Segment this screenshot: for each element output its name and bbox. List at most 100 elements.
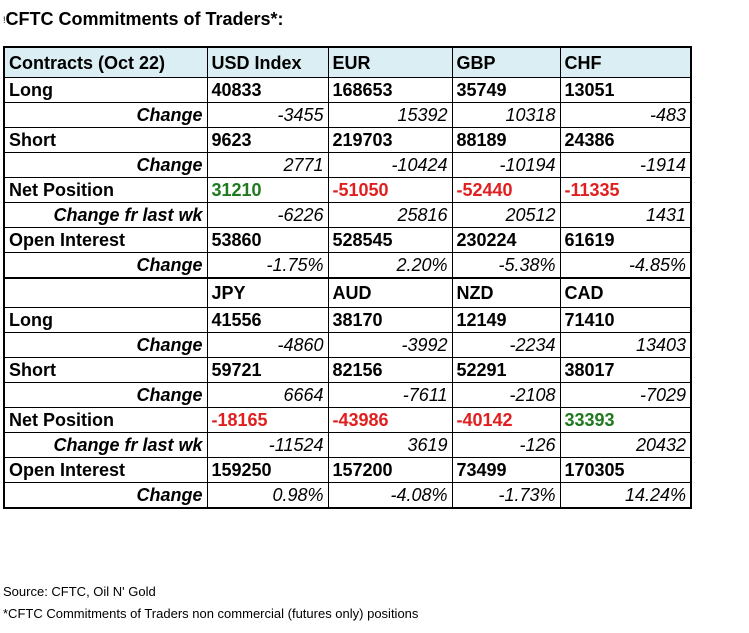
table-row-short: Short 59721 82156 52291 38017 (3, 357, 692, 383)
table-row-long: Long 40833 168653 35749 13051 (3, 77, 692, 103)
table-row-open-interest: Open Interest 53860 528545 230224 61619 (3, 227, 692, 253)
header-cell: CHF (559, 46, 692, 78)
row-label: Change (3, 382, 208, 408)
table-cell: -7029 (559, 382, 692, 408)
row-label: Net Position (3, 407, 208, 433)
table-cell: 15392 (327, 102, 453, 128)
table-cell: -126 (451, 432, 561, 458)
table-cell: -10194 (451, 152, 561, 178)
table-cell: -3992 (327, 332, 453, 358)
table-cell: -2108 (451, 382, 561, 408)
table-row-net-change: Change fr last wk -6226 25816 20512 1431 (3, 202, 692, 228)
title-text: CFTC Commitments of Traders*: (5, 9, 284, 29)
row-label: Open Interest (3, 227, 208, 253)
table-cell: 20432 (559, 432, 692, 458)
table-cell: 82156 (327, 357, 453, 383)
table-cell: 53860 (206, 227, 329, 253)
page-title: !CFTC Commitments of Traders*: (3, 9, 284, 30)
table-cell: 59721 (206, 357, 329, 383)
table-row-open-interest: Open Interest 159250 157200 73499 170305 (3, 457, 692, 483)
table-row-net-change: Change fr last wk -11524 3619 -126 20432 (3, 432, 692, 458)
table-cell: 38017 (559, 357, 692, 383)
table-cell: 40833 (206, 77, 329, 103)
row-label: Long (3, 307, 208, 333)
table-cell: 33393 (559, 407, 692, 433)
table-cell: -43986 (327, 407, 453, 433)
table-row-oi-change: Change -1.75% 2.20% -5.38% -4.85% (3, 252, 692, 279)
source-note: Source: CFTC, Oil N' Gold (3, 584, 156, 599)
header-cell: JPY (206, 277, 329, 308)
row-label: Net Position (3, 177, 208, 203)
table-row-net-position: Net Position 31210 -51050 -52440 -11335 (3, 177, 692, 203)
table-cell: -1.75% (206, 252, 329, 279)
table-cell: -483 (559, 102, 692, 128)
table-cell: 13403 (559, 332, 692, 358)
table-cell: -5.38% (451, 252, 561, 279)
table-cell: 168653 (327, 77, 453, 103)
table-cell: -1914 (559, 152, 692, 178)
table-cell: 157200 (327, 457, 453, 483)
table-cell: 219703 (327, 127, 453, 153)
table-row-long-change: Change -3455 15392 10318 -483 (3, 102, 692, 128)
table-cell: 14.24% (559, 482, 692, 509)
table-cell: -4860 (206, 332, 329, 358)
table-cell: -52440 (451, 177, 561, 203)
table-cell: 31210 (206, 177, 329, 203)
header-cell: AUD (327, 277, 453, 308)
table-cell: -4.08% (327, 482, 453, 509)
row-label: Open Interest (3, 457, 208, 483)
table-cell: 52291 (451, 357, 561, 383)
row-label: Change (3, 252, 208, 279)
table-cell: 10318 (451, 102, 561, 128)
table-row-net-position: Net Position -18165 -43986 -40142 33393 (3, 407, 692, 433)
table-cell: 6664 (206, 382, 329, 408)
table-row-short-change: Change 6664 -7611 -2108 -7029 (3, 382, 692, 408)
table-cell: 2771 (206, 152, 329, 178)
table-cell: 24386 (559, 127, 692, 153)
title-marker: ! (3, 15, 6, 25)
table-row-long: Long 41556 38170 12149 71410 (3, 307, 692, 333)
table-cell: -2234 (451, 332, 561, 358)
table-cell: 159250 (206, 457, 329, 483)
table-row-long-change: Change -4860 -3992 -2234 13403 (3, 332, 692, 358)
table-cell: 20512 (451, 202, 561, 228)
table-cell: -3455 (206, 102, 329, 128)
row-label: Short (3, 357, 208, 383)
header-cell: GBP (451, 46, 561, 78)
table-cell: 0.98% (206, 482, 329, 509)
table-cell: 170305 (559, 457, 692, 483)
table-cell: -11335 (559, 177, 692, 203)
header-cell: Contracts (Oct 22) (3, 46, 208, 78)
header-cell: CAD (559, 277, 692, 308)
table-cell: -1.73% (451, 482, 561, 509)
table-row-oi-change: Change 0.98% -4.08% -1.73% 14.24% (3, 482, 692, 509)
row-label: Change (3, 332, 208, 358)
row-label: Change (3, 102, 208, 128)
table-cell: -40142 (451, 407, 561, 433)
table-cell: 25816 (327, 202, 453, 228)
table-header-row: Contracts (Oct 22) USD Index EUR GBP CHF (3, 46, 692, 78)
row-label: Change (3, 152, 208, 178)
cot-table: Contracts (Oct 22) USD Index EUR GBP CHF… (3, 46, 692, 509)
table-header-row: JPY AUD NZD CAD (3, 277, 692, 308)
header-cell (3, 277, 208, 308)
row-label: Long (3, 77, 208, 103)
table-cell: 73499 (451, 457, 561, 483)
table-row-short: Short 9623 219703 88189 24386 (3, 127, 692, 153)
row-label: Change fr last wk (3, 432, 208, 458)
table-cell: 88189 (451, 127, 561, 153)
table-cell: 528545 (327, 227, 453, 253)
table-cell: 3619 (327, 432, 453, 458)
table-cell: -6226 (206, 202, 329, 228)
row-label: Change (3, 482, 208, 509)
table-cell: 12149 (451, 307, 561, 333)
header-cell: NZD (451, 277, 561, 308)
row-label: Change fr last wk (3, 202, 208, 228)
table-cell: 2.20% (327, 252, 453, 279)
table-cell: -18165 (206, 407, 329, 433)
table-cell: -4.85% (559, 252, 692, 279)
table-cell: 230224 (451, 227, 561, 253)
table-cell: 1431 (559, 202, 692, 228)
table-cell: 9623 (206, 127, 329, 153)
table-cell: 71410 (559, 307, 692, 333)
